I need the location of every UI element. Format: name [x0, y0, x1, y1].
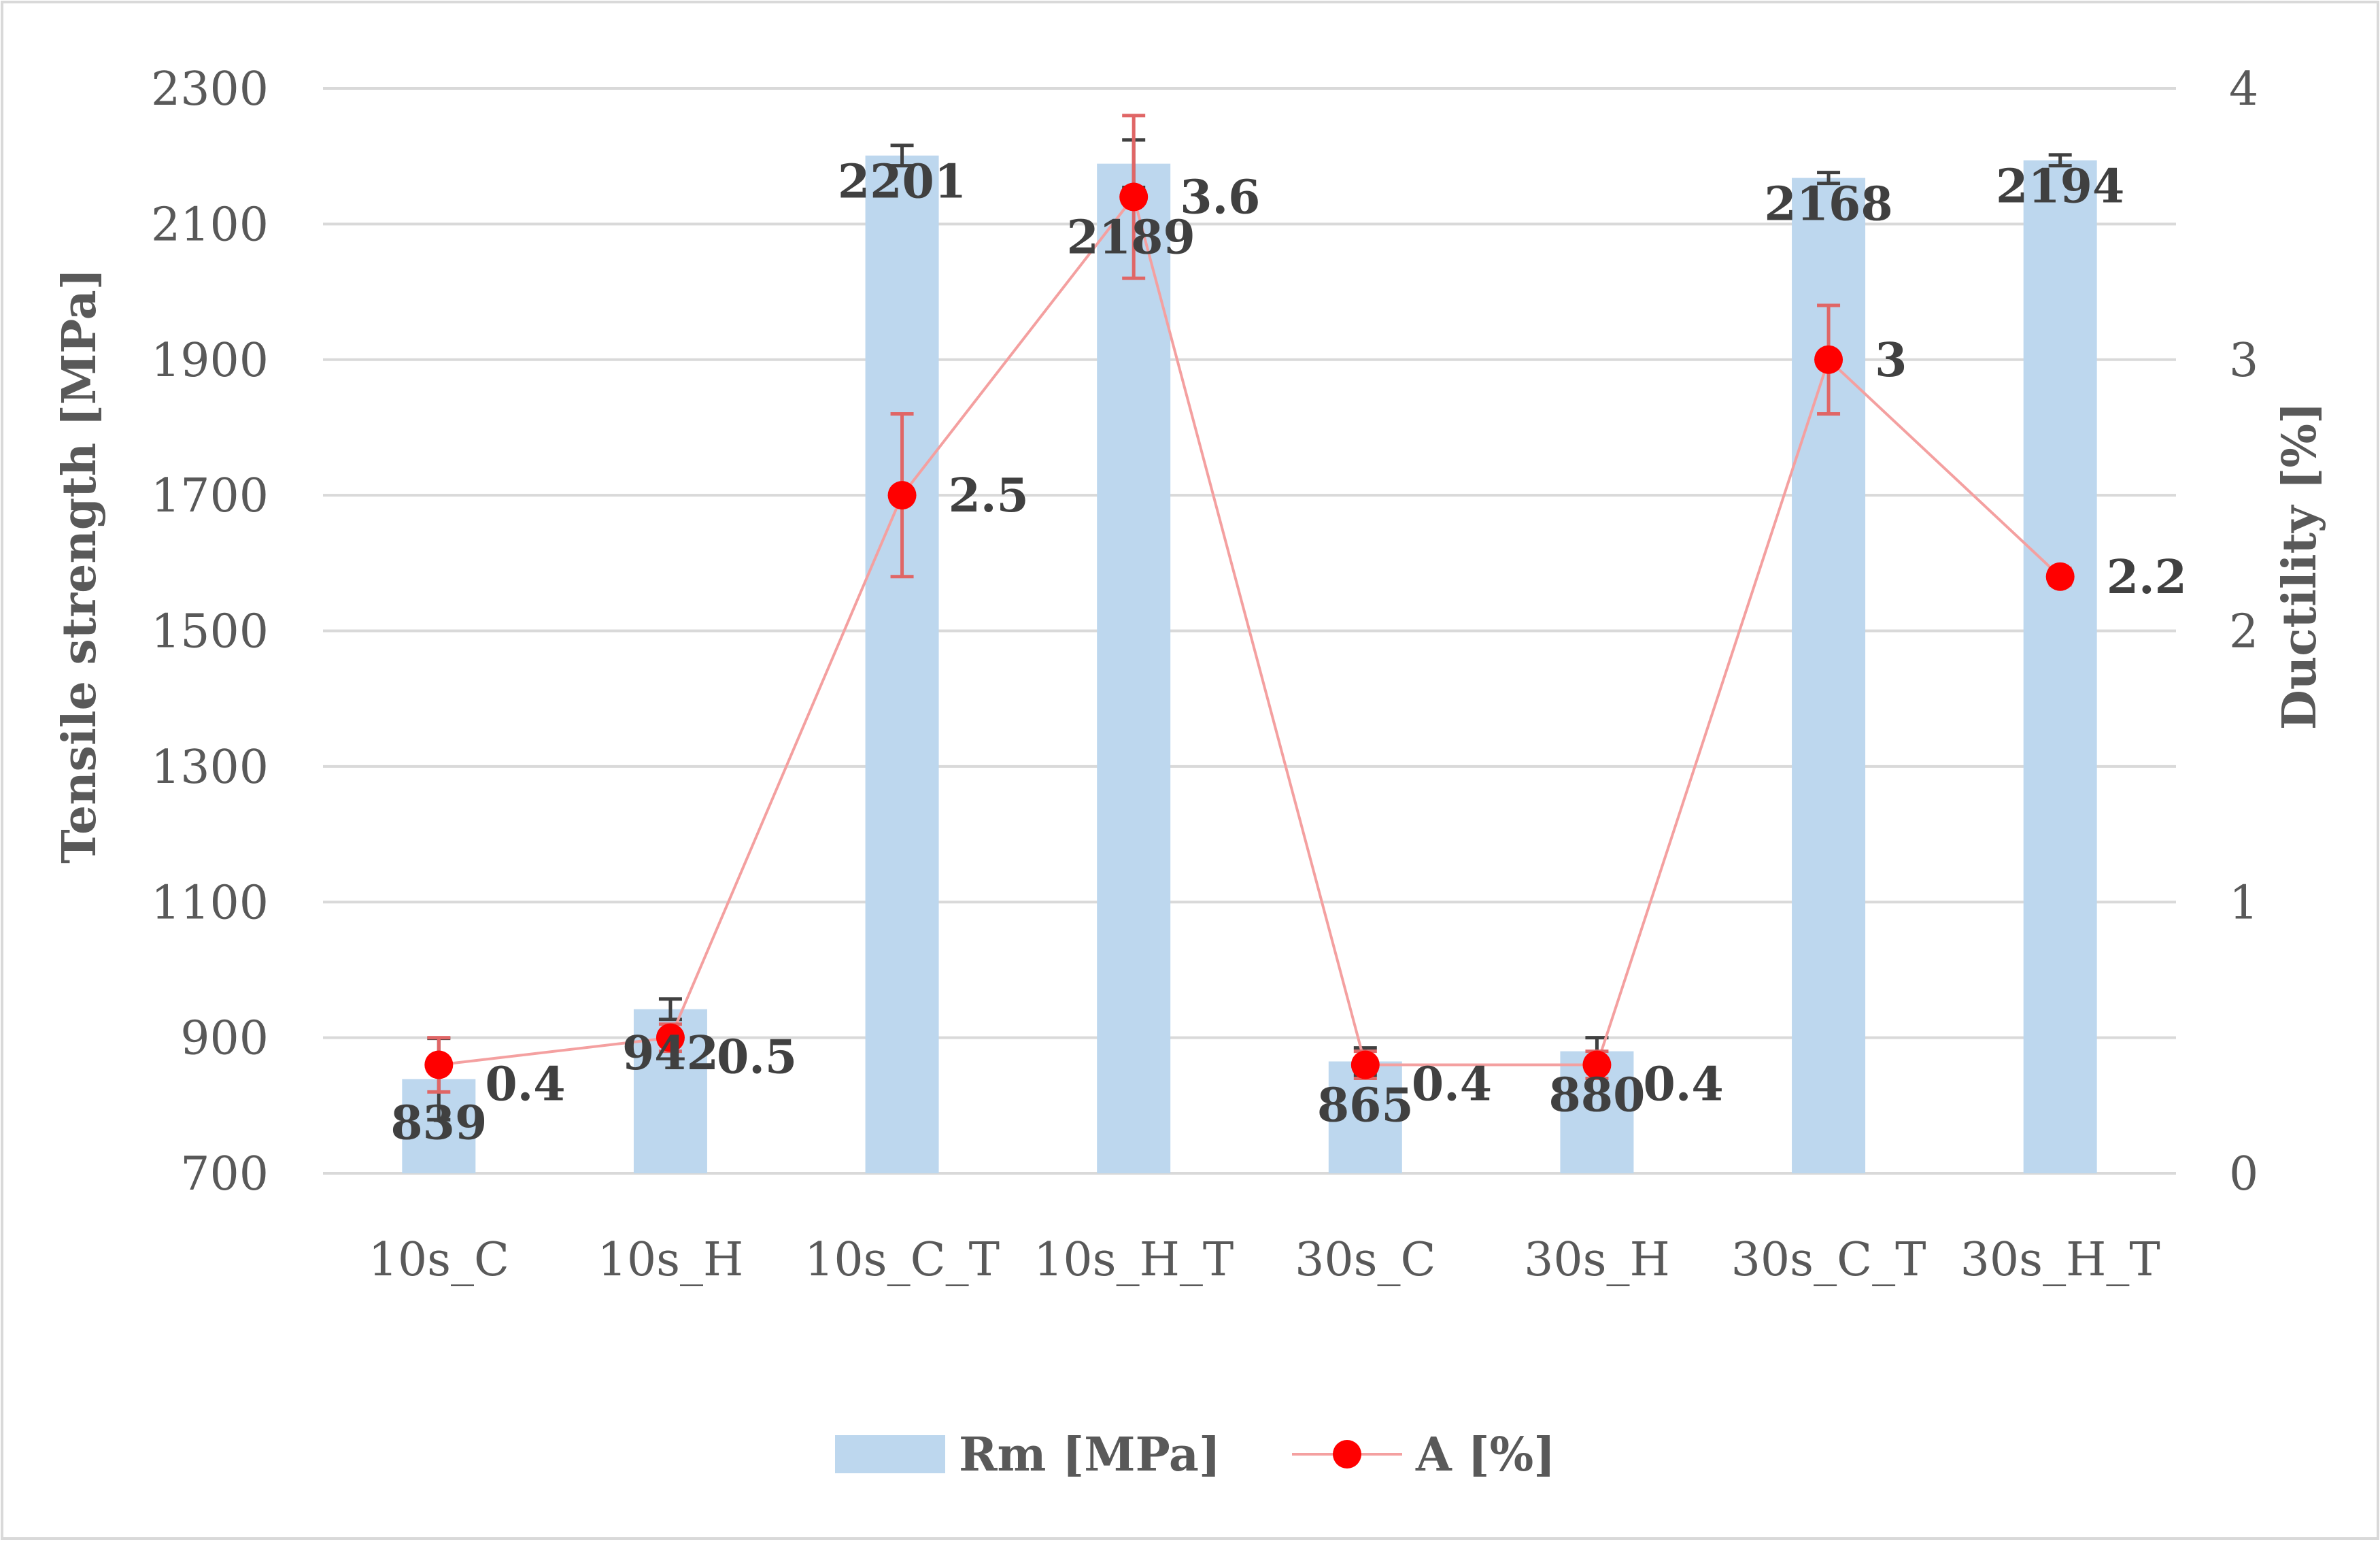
line-value-label: 2.2 [2107, 550, 2187, 605]
bar [1097, 163, 1171, 1174]
x-tick-label: 30s_C [1295, 1233, 1435, 1287]
y-tick-label-left: 1900 [151, 334, 269, 388]
line-point [1814, 345, 1843, 374]
data-labels: 839 942 2201 2189 865 880 2168 2194 0.4 0.5 2.5 3.6… [390, 155, 2187, 1151]
y-tick-label-right: 0 [2229, 1147, 2258, 1201]
legend-swatch-rm [835, 1435, 945, 1473]
line-point [887, 481, 917, 510]
x-tick-label: 10s_H [598, 1233, 744, 1287]
line-point [1582, 1050, 1612, 1079]
line-point [1119, 182, 1149, 212]
bar-value-label: 2194 [1996, 160, 2124, 214]
y-tick-label-left: 2100 [151, 198, 269, 252]
bar-value-label: 2189 [1067, 211, 1195, 265]
y-tick-label-left: 900 [180, 1012, 269, 1066]
line-value-label: 0.4 [1643, 1058, 1723, 1112]
bar [2023, 160, 2097, 1174]
y-tick-label-left: 1500 [151, 605, 269, 659]
bar-series [402, 155, 2097, 1174]
y-tick-label-left: 1100 [151, 876, 269, 930]
line-point [2045, 562, 2075, 591]
axes: Tensile strength [MPa] Ductility [%] 700… [52, 63, 2327, 1287]
line-point [1350, 1050, 1380, 1079]
line-value-label: 2.5 [949, 469, 1029, 523]
line-point [656, 1023, 685, 1052]
y-tick-label-right: 4 [2229, 63, 2258, 116]
bar-value-label: 839 [390, 1096, 487, 1150]
legend-label-a: A [%] [1415, 1428, 1555, 1482]
line-value-label: 3.6 [1180, 171, 1260, 225]
x-tick-label: 10s_C [369, 1233, 509, 1287]
legend-swatch-a-marker [1333, 1440, 1361, 1469]
x-tick-label: 30s_C_T [1731, 1233, 1926, 1287]
bar-value-label: 865 [1317, 1079, 1414, 1133]
y-axis-title-left: Tensile strength [MPa] [52, 268, 107, 864]
bar-value-label: 880 [1548, 1069, 1645, 1123]
x-tick-label: 30s_H_T [1960, 1233, 2160, 1287]
bar-value-label: 942 [622, 1026, 719, 1081]
line-path [439, 194, 2062, 1067]
x-tick-label: 10s_H_T [1034, 1233, 1234, 1287]
y-tick-label-left: 700 [180, 1147, 269, 1201]
legend: Rm [MPa] A [%] [835, 1428, 1555, 1482]
line-series [424, 114, 2075, 1094]
line-value-label: 0.4 [1412, 1058, 1492, 1112]
line-value-label: 0.5 [717, 1030, 797, 1085]
bar-value-label: 2201 [838, 155, 966, 209]
line-value-label: 0.4 [485, 1058, 565, 1112]
bar [865, 155, 939, 1173]
y-tick-label-left: 1300 [151, 741, 269, 794]
legend-label-rm: Rm [MPa] [959, 1428, 1221, 1482]
x-tick-label: 30s_H [1524, 1233, 1670, 1287]
y-tick-label-left: 1700 [151, 469, 269, 523]
line-value-label: 3 [1875, 333, 1907, 388]
bar-value-label: 2168 [1764, 178, 1892, 232]
y-axis-title-right: Ductility [%] [2273, 402, 2327, 730]
y-tick-label-right: 2 [2229, 605, 2258, 659]
gridlines [323, 87, 2176, 1175]
y-tick-label-left: 2300 [151, 63, 269, 116]
y-tick-label-right: 1 [2229, 876, 2258, 930]
y-tick-label-right: 3 [2229, 334, 2258, 388]
line-point [424, 1050, 454, 1079]
x-tick-label: 10s_C_T [804, 1233, 1000, 1287]
